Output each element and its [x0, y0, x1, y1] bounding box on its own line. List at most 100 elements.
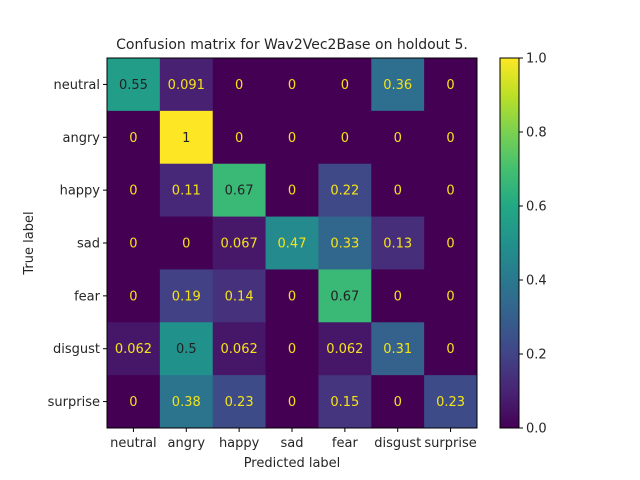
heatmap-cell — [212, 269, 267, 323]
colorbar-tick-label: 0.6 — [526, 200, 547, 215]
heatmap-cell — [212, 163, 267, 218]
x-tick-label: neutral — [110, 436, 157, 451]
cell-value-label: 0 — [288, 131, 296, 146]
cell-value-label: 0.15 — [330, 395, 359, 410]
cell-value-label: 0.67 — [330, 289, 359, 304]
heatmap-cell — [371, 58, 425, 112]
heatmap-cell — [318, 375, 372, 429]
heatmap-cell — [107, 163, 161, 218]
heatmap-cell — [265, 163, 319, 218]
colorbar-tick-label: 0.2 — [526, 348, 547, 363]
heatmap-cell — [371, 269, 425, 323]
heatmap-cell — [318, 110, 372, 165]
cell-value-label: 0 — [446, 78, 454, 93]
cell-value-label: 0 — [341, 131, 349, 146]
y-tick-label: angry — [63, 131, 101, 146]
heatmap-cell — [318, 269, 372, 323]
cell-value-label: 0.067 — [221, 237, 258, 252]
heatmap-cell — [212, 322, 267, 376]
heatmap-cell — [265, 58, 319, 112]
cell-value-label: 0 — [288, 342, 296, 357]
cell-value-label: 0.062 — [221, 342, 258, 357]
cell-value-label: 0.47 — [278, 237, 307, 252]
heatmap-cells — [107, 58, 478, 429]
y-tick-label: disgust — [53, 342, 100, 357]
heatmap-cell — [212, 216, 267, 270]
x-tick-label: angry — [168, 436, 206, 451]
heatmap-cell — [265, 110, 319, 165]
cell-value-label: 0.062 — [115, 342, 152, 357]
heatmap-cell — [424, 375, 478, 429]
heatmap-cell — [265, 322, 319, 376]
colorbar-tick-label: 0.4 — [526, 274, 547, 289]
y-tick-label: fear — [74, 289, 101, 304]
cell-value-label: 0 — [446, 237, 454, 252]
cell-value-label: 0.31 — [383, 342, 412, 357]
cell-value-label: 0 — [446, 184, 454, 199]
cell-value-label: 0 — [182, 237, 190, 252]
cell-value-label: 0 — [129, 237, 137, 252]
cell-value-label: 0.22 — [330, 184, 359, 199]
colorbar-tick-label: 0.8 — [526, 126, 547, 141]
heatmap-cell — [424, 163, 478, 218]
cell-value-label: 0 — [446, 342, 454, 357]
x-tick-label: surprise — [424, 436, 476, 451]
heatmap-cell — [318, 322, 372, 376]
chart-title: Confusion matrix for Wav2Vec2Base on hol… — [116, 37, 468, 53]
x-axis-ticks: neutral angry happy sad fear disgust surprise — [110, 428, 477, 451]
cell-value-label: 0 — [129, 289, 137, 304]
colorbar-tick-label: 0.0 — [526, 422, 547, 437]
heatmap-cell — [424, 322, 478, 376]
cell-value-label: 0 — [129, 184, 137, 199]
colorbar-ticks: 0.0 0.2 0.4 0.6 0.8 1.0 — [519, 52, 547, 437]
heatmap-cell — [159, 375, 214, 429]
y-tick-label: neutral — [54, 78, 101, 93]
y-axis-ticks: neutral angry happy sad fear disgust surprise — [48, 78, 107, 410]
cell-value-label: 0.33 — [330, 237, 359, 252]
heatmap-cell — [424, 110, 478, 165]
heatmap-cell — [212, 375, 267, 429]
cell-value-label: 0 — [394, 131, 402, 146]
cell-value-label: 0.13 — [383, 237, 412, 252]
heatmap-cell — [424, 269, 478, 323]
cell-value-label: 0.55 — [119, 78, 148, 93]
heatmap-cell — [159, 269, 214, 323]
cell-value-label: 0 — [394, 184, 402, 199]
heatmap-cell — [159, 163, 214, 218]
cell-value-label: 0 — [235, 131, 243, 146]
cell-value-label: 0 — [446, 131, 454, 146]
heatmap-cell — [424, 58, 478, 112]
heatmap-cell — [159, 110, 214, 165]
heatmap-cell — [212, 58, 267, 112]
cell-value-label: 0.36 — [383, 78, 412, 93]
colorbar-tick-label: 1.0 — [526, 52, 547, 67]
colorbar — [499, 57, 520, 429]
x-tick-label: fear — [332, 436, 359, 451]
heatmap-cell — [107, 58, 161, 112]
y-tick-label: sad — [77, 237, 100, 252]
cell-value-label: 0.38 — [172, 395, 201, 410]
cell-value-label: 0 — [288, 184, 296, 199]
heatmap-cell — [318, 58, 372, 112]
heatmap-cell — [424, 216, 478, 270]
heatmap-cell — [265, 269, 319, 323]
cell-value-label: 0 — [288, 78, 296, 93]
cell-value-label: 0 — [288, 395, 296, 410]
cell-value-label: 0.67 — [225, 184, 254, 199]
heatmap-cell — [318, 163, 372, 218]
cell-value-label: 0.19 — [172, 289, 201, 304]
cell-value-label: 0 — [394, 289, 402, 304]
y-tick-label: surprise — [48, 395, 100, 410]
cell-value-label: 1 — [182, 131, 190, 146]
cell-value-label: 0.091 — [168, 78, 205, 93]
y-tick-label: happy — [60, 184, 101, 199]
cell-value-label: 0.23 — [225, 395, 254, 410]
x-tick-label: happy — [219, 436, 260, 451]
x-axis-label: Predicted label — [244, 456, 341, 471]
heatmap-cell — [318, 216, 372, 270]
cell-value-label: 0.062 — [326, 342, 363, 357]
cell-value-label: 0 — [394, 395, 402, 410]
heatmap-cell — [159, 58, 214, 112]
heatmap-cell — [107, 322, 161, 376]
